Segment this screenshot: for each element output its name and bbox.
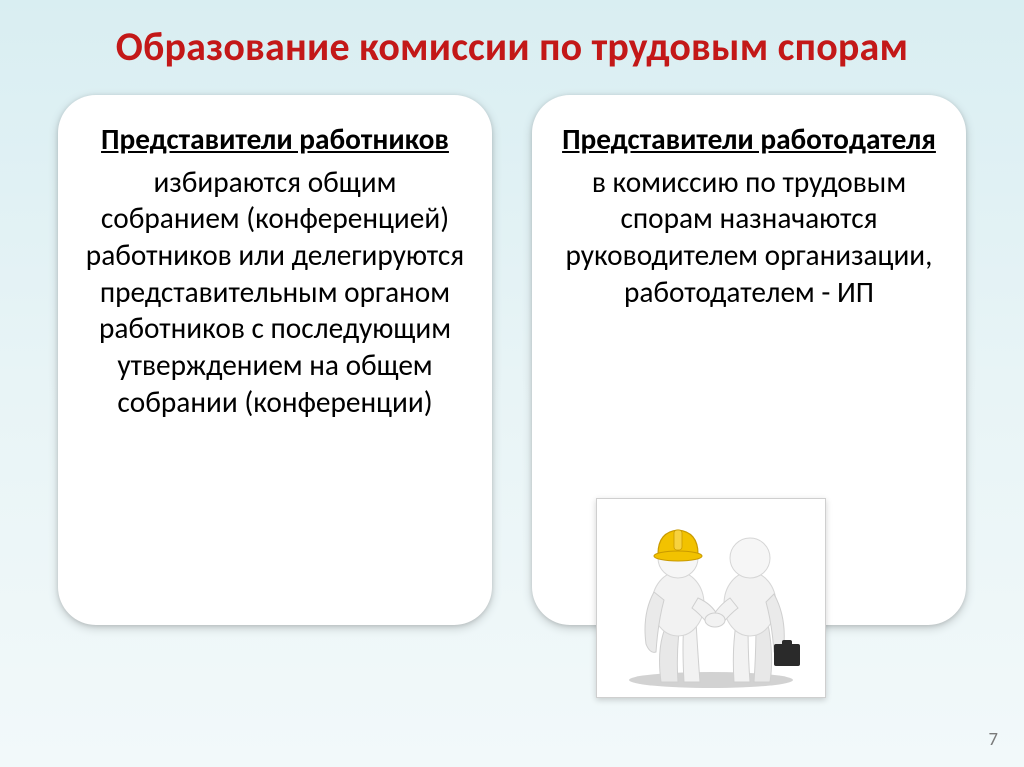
card-employer-body: в комиссию по трудовым спорам назначаютс… <box>556 164 942 311</box>
card-employees-heading: Представители работников <box>82 121 468 158</box>
card-employees: Представители работников избираются общи… <box>58 95 492 625</box>
slide: Образование комиссии по трудовым спорам … <box>0 0 1024 767</box>
columns: Представители работников избираются общи… <box>0 71 1024 625</box>
handshake-icon <box>606 504 816 689</box>
handshake-figure <box>596 498 826 698</box>
slide-title: Образование комиссии по трудовым спорам <box>0 0 1024 71</box>
page-number: 7 <box>989 728 998 751</box>
card-employer-heading: Представители работодателя <box>556 121 942 158</box>
card-employees-body: избираются общим собранием (конференцией… <box>82 164 468 421</box>
